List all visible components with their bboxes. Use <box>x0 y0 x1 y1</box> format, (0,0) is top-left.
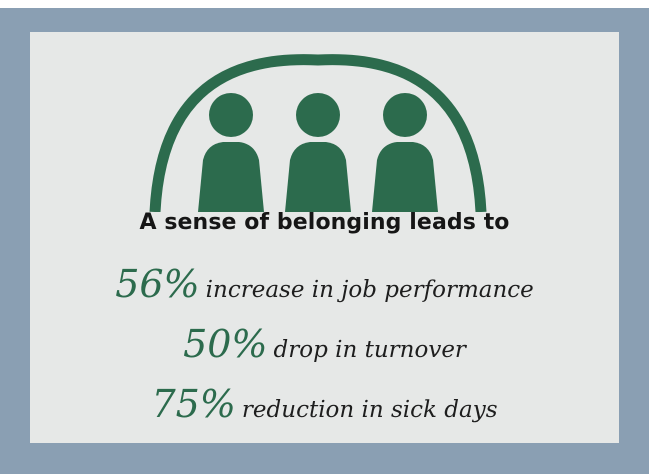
group-of-people-icon <box>149 54 487 212</box>
headline: A sense of belonging leads to <box>139 210 510 235</box>
outer-frame: A sense of belonging leads to 56% increas… <box>0 8 649 474</box>
stat-value: 50% <box>183 322 268 366</box>
person-icon-right <box>372 93 438 212</box>
stat-label: reduction in sick days <box>241 397 498 423</box>
infographic-panel: A sense of belonging leads to 56% increas… <box>30 32 619 443</box>
person-icon-left <box>198 93 264 212</box>
person-icon-middle <box>285 93 351 212</box>
stat-sick-days: 75% reduction in sick days <box>30 382 619 426</box>
stat-label: increase in job performance <box>205 277 534 303</box>
stat-value: 56% <box>115 262 200 306</box>
stat-turnover: 50% drop in turnover <box>30 322 619 366</box>
stat-job-performance: 56% increase in job performance <box>30 262 619 306</box>
arch-line <box>149 54 487 212</box>
stat-value: 75% <box>151 382 236 426</box>
stat-label: drop in turnover <box>273 337 466 363</box>
